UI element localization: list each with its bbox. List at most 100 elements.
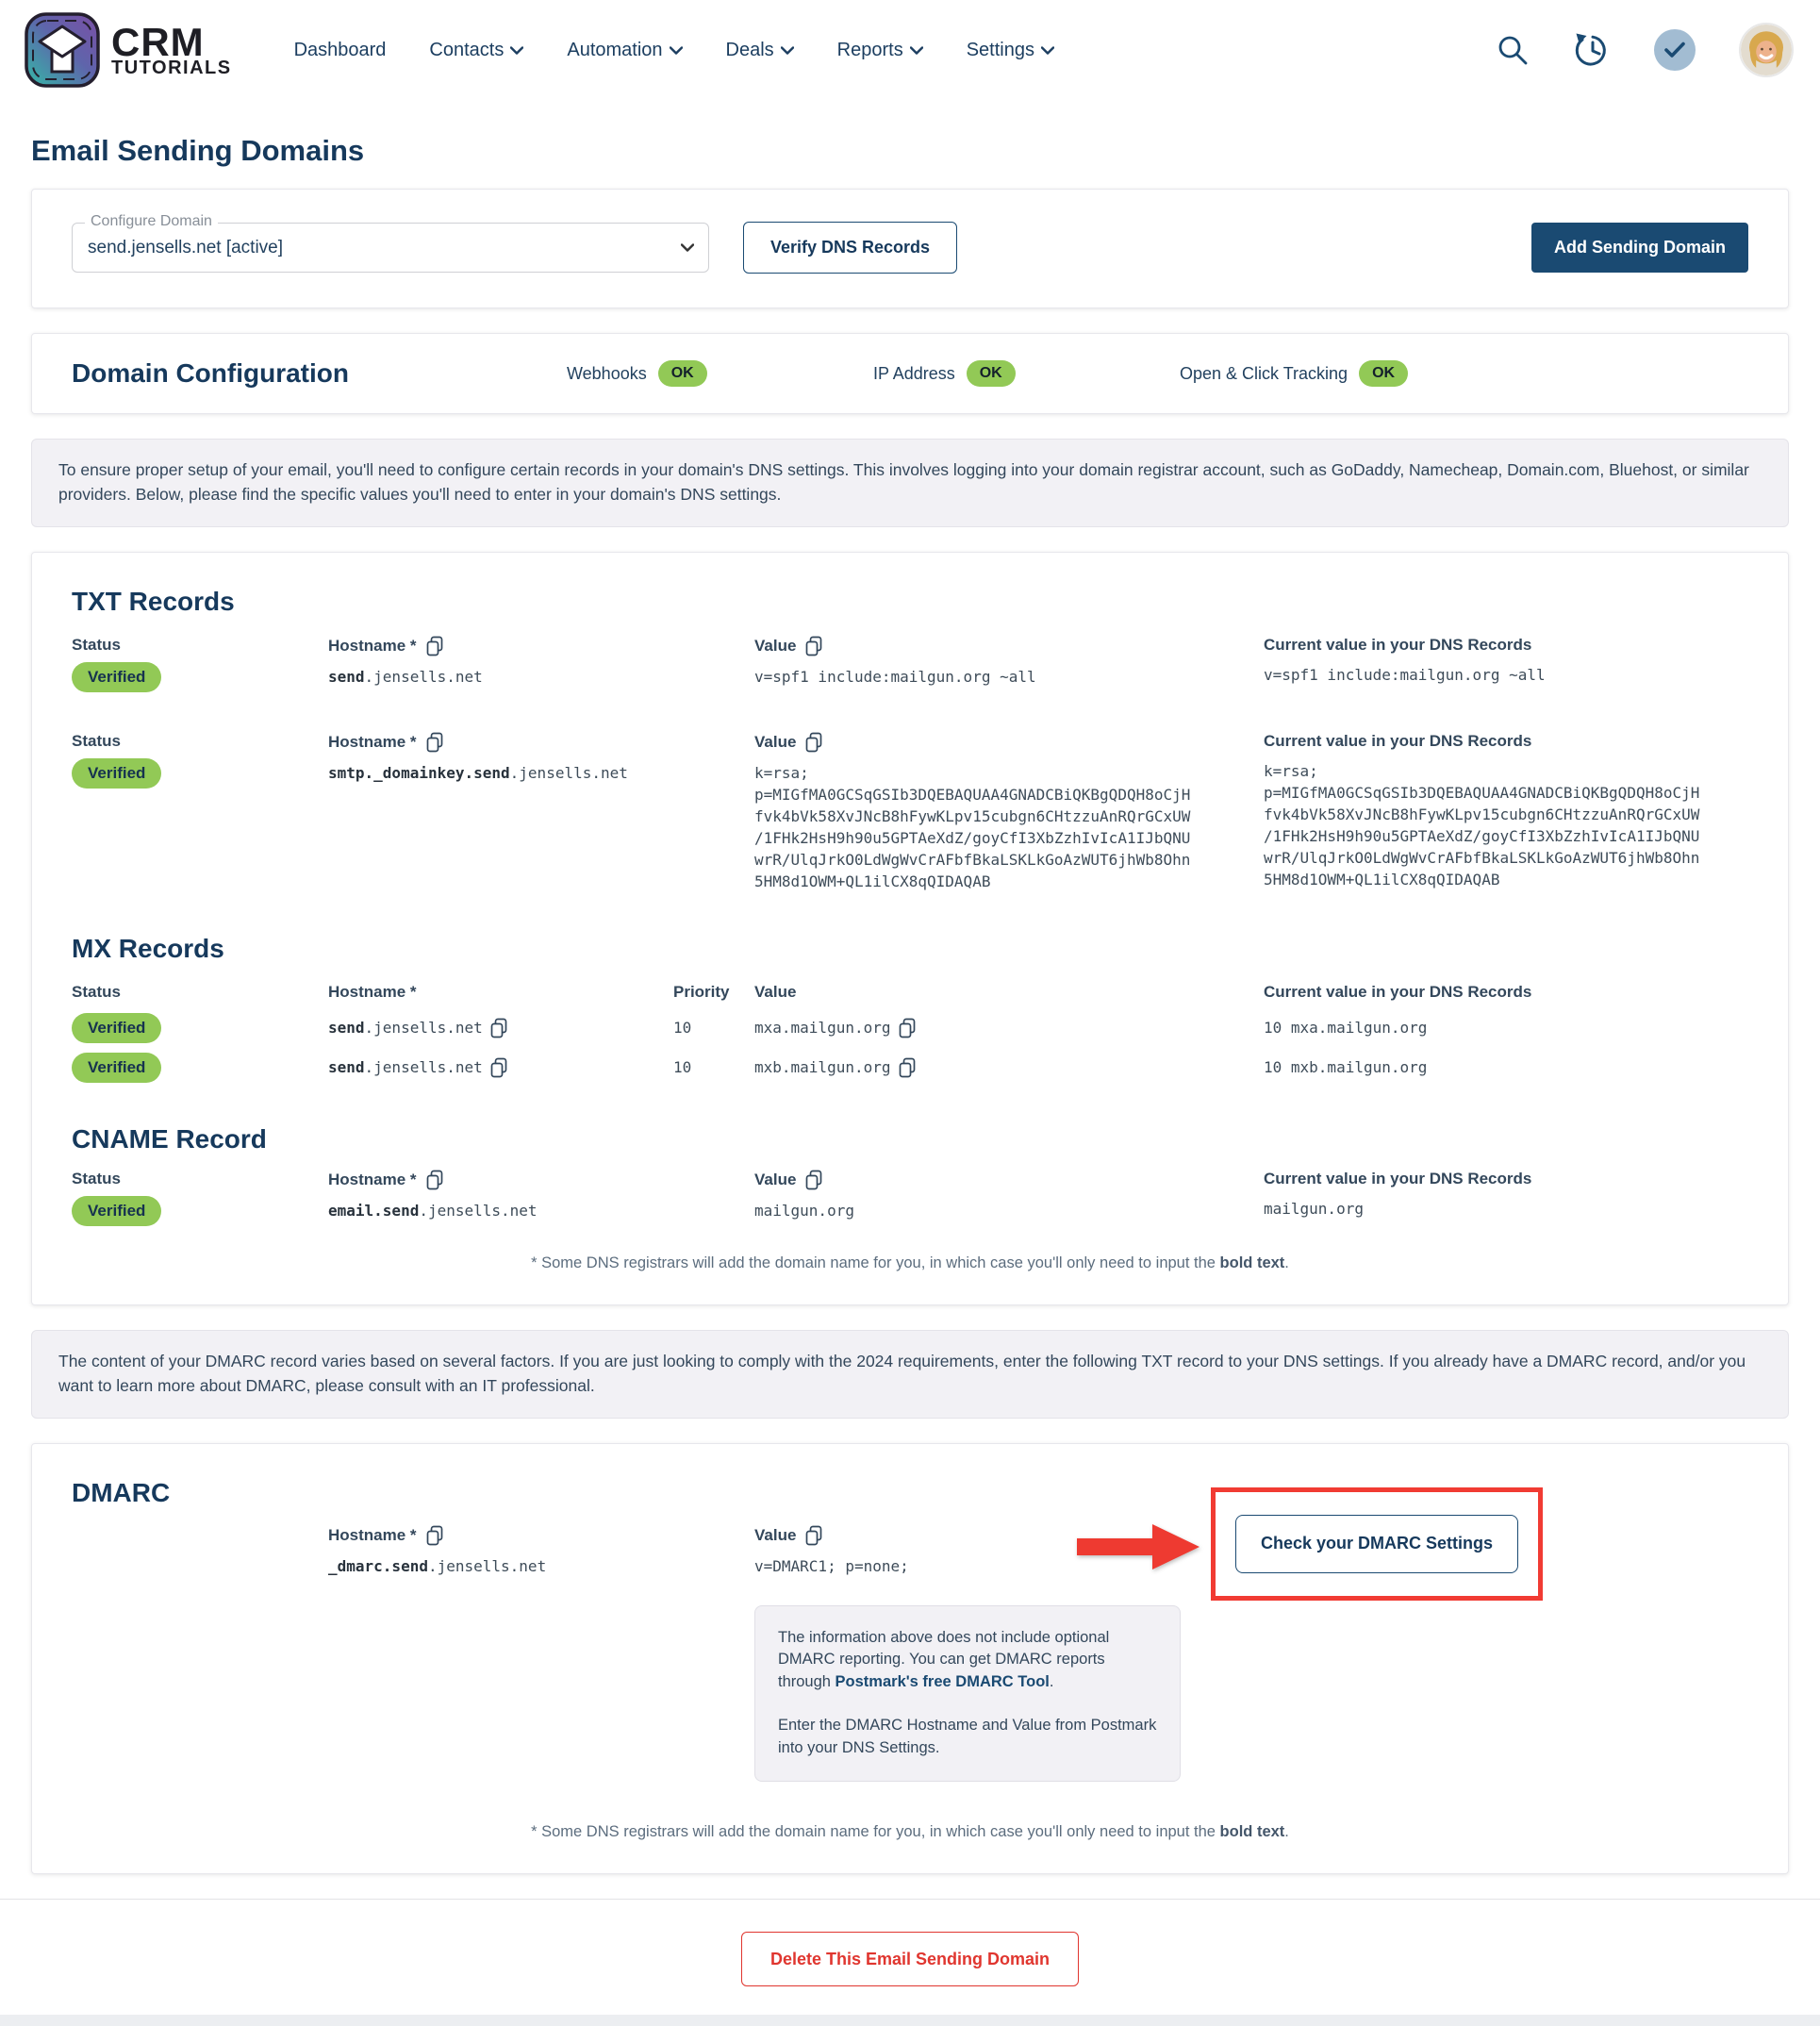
dmarc-title: DMARC [72, 1477, 171, 1507]
copy-icon[interactable] [489, 1018, 508, 1038]
verified-badge: Verified [72, 1195, 162, 1226]
hostname-value: send [328, 1058, 365, 1077]
check-dmarc-settings-button[interactable]: Check your DMARC Settings [1234, 1514, 1519, 1573]
dmarc-record-row: Hostname * _dmarc.send.jensells.net Valu… [72, 1525, 1748, 1783]
priority-value: 10 [673, 1019, 692, 1038]
nav-item-dashboard[interactable]: Dashboard [294, 40, 387, 61]
nav-label: Contacts [429, 39, 505, 60]
webhooks-status: Webhooks OK [567, 360, 873, 387]
copy-icon[interactable] [425, 732, 444, 753]
hostname-value: send [328, 667, 365, 686]
copy-icon[interactable] [804, 1525, 823, 1546]
configure-domain-card: Configure Domain send.jensells.net [acti… [31, 189, 1789, 308]
status-label: Status [72, 635, 121, 654]
hostname-label: Hostname * [328, 732, 417, 751]
page-title: Email Sending Domains [31, 134, 365, 167]
dns-records-card: TXT Records Status Verified Hostname * s… [31, 551, 1789, 1305]
page-footer-strip [0, 2015, 1820, 2026]
nav-item-reports[interactable]: Reports [837, 40, 923, 61]
priority-value: 10 [673, 1058, 692, 1077]
top-nav-bar: CRM TUTORIALS Dashboard Contacts Automat… [0, 0, 1820, 100]
cname-record-row: Status Verified Hostname * email.send.je… [72, 1170, 1748, 1226]
domain-select[interactable]: send.jensells.net [active] [72, 223, 709, 273]
dmarc-reporting-note: The information above does not include o… [754, 1604, 1181, 1783]
app-logo[interactable]: CRM TUTORIALS [23, 10, 232, 90]
history-icon[interactable] [1573, 31, 1611, 69]
hostname-value: smtp._domainkey.send [328, 763, 510, 782]
copy-icon[interactable] [898, 1057, 917, 1078]
dns-setup-note: To ensure proper setup of your email, yo… [31, 439, 1789, 527]
hostname-label: Hostname * [328, 982, 417, 1001]
value-label: Value [754, 982, 797, 1001]
hostname-label: Hostname * [328, 1170, 417, 1188]
copy-icon[interactable] [425, 636, 444, 656]
logo-text-tutorials: TUTORIALS [111, 58, 232, 78]
mx-records-title: MX Records [72, 933, 224, 963]
nav-label: Deals [725, 39, 774, 60]
domain-configuration-title: Domain Configuration [72, 358, 349, 388]
record-value: mailgun.org [754, 1201, 854, 1220]
dmarc-card: DMARC Hostname * _dmarc.send.jensells.ne… [31, 1442, 1789, 1875]
record-value: mxa.mailgun.org [754, 1019, 891, 1038]
ip-address-label: IP Address [873, 363, 955, 383]
hostname-value: send [328, 1019, 365, 1038]
search-icon[interactable] [1496, 33, 1530, 67]
nav-label: Automation [567, 39, 663, 60]
hostname-label: Hostname * [328, 1525, 417, 1544]
mx-record-row: Verified send.jensells.net 10 mxb.mailgu… [72, 1052, 1748, 1083]
record-value: k=rsa; p=MIGfMA0GCSqGSIb3DQEBAQUAA4GNADC… [754, 763, 1191, 890]
nav-item-deals[interactable]: Deals [726, 40, 794, 61]
status-badge: OK [657, 360, 707, 387]
copy-icon[interactable] [804, 732, 823, 753]
copy-icon[interactable] [425, 1525, 444, 1546]
avatar[interactable] [1739, 23, 1794, 77]
copy-icon[interactable] [425, 1170, 444, 1190]
value-label: Value [754, 732, 797, 751]
postmark-dmarc-tool-link[interactable]: Postmark's free DMARC Tool [835, 1673, 1050, 1691]
verified-badge: Verified [72, 661, 162, 692]
add-sending-domain-button[interactable]: Add Sending Domain [1531, 223, 1748, 273]
open-click-tracking-status: Open & Click Tracking OK [1180, 360, 1486, 387]
record-value: mxb.mailgun.org [754, 1058, 891, 1077]
bold-text-footnote: * Some DNS registrars will add the domai… [531, 1823, 1289, 1841]
hostname-label: Hostname * [328, 636, 417, 655]
verify-dns-records-button[interactable]: Verify DNS Records [743, 222, 958, 274]
copy-icon[interactable] [804, 636, 823, 656]
dmarc-intro-note: The content of your DMARC record varies … [31, 1329, 1789, 1419]
main-nav: Dashboard Contacts Automation Deals Repo… [294, 40, 1054, 61]
nav-item-settings[interactable]: Settings [967, 40, 1054, 61]
chevron-down-icon [781, 46, 794, 55]
chevron-down-icon [670, 46, 683, 55]
hostname-value: email.send [328, 1201, 420, 1220]
delete-sending-domain-button[interactable]: Delete This Email Sending Domain [740, 1932, 1080, 1987]
verified-badge: Verified [72, 757, 162, 789]
txt-record-row: Status Verified Hostname * send.jensells… [72, 636, 1748, 692]
cname-record-title: CNAME Record [72, 1123, 267, 1154]
copy-icon[interactable] [489, 1057, 508, 1078]
copy-icon[interactable] [804, 1170, 823, 1190]
delete-domain-section: Delete This Email Sending Domain [0, 1899, 1820, 2016]
check-circle-icon[interactable] [1654, 29, 1696, 71]
current-dns-value: k=rsa; p=MIGfMA0GCSqGSIb3DQEBAQUAA4GNADC… [1264, 761, 1700, 888]
nav-item-automation[interactable]: Automation [567, 40, 682, 61]
current-dns-label: Current value in your DNS Records [1264, 1169, 1532, 1187]
chevron-down-icon [910, 46, 923, 55]
current-dns-label: Current value in your DNS Records [1264, 982, 1532, 1001]
hostname-value: _dmarc.send [328, 1556, 428, 1575]
open-click-tracking-label: Open & Click Tracking [1180, 363, 1348, 383]
chevron-down-icon [510, 46, 523, 55]
status-badge: OK [966, 360, 1016, 387]
current-dns-value: v=spf1 include:mailgun.org ~all [1264, 665, 1546, 684]
nav-item-contacts[interactable]: Contacts [429, 40, 523, 61]
red-arrow-annotation [1077, 1523, 1200, 1569]
current-dns-value: mailgun.org [1264, 1199, 1364, 1218]
value-label: Value [754, 1170, 797, 1188]
mx-header-row: Status Hostname * Priority Value Current… [72, 983, 1748, 1002]
copy-icon[interactable] [898, 1018, 917, 1038]
domain-configuration-card: Domain Configuration Webhooks OK IP Addr… [31, 333, 1789, 414]
current-dns-label: Current value in your DNS Records [1264, 635, 1532, 654]
status-badge: OK [1359, 360, 1409, 387]
value-label: Value [754, 1525, 797, 1544]
nav-label: Settings [966, 39, 1034, 60]
chevron-down-icon [1041, 46, 1054, 55]
